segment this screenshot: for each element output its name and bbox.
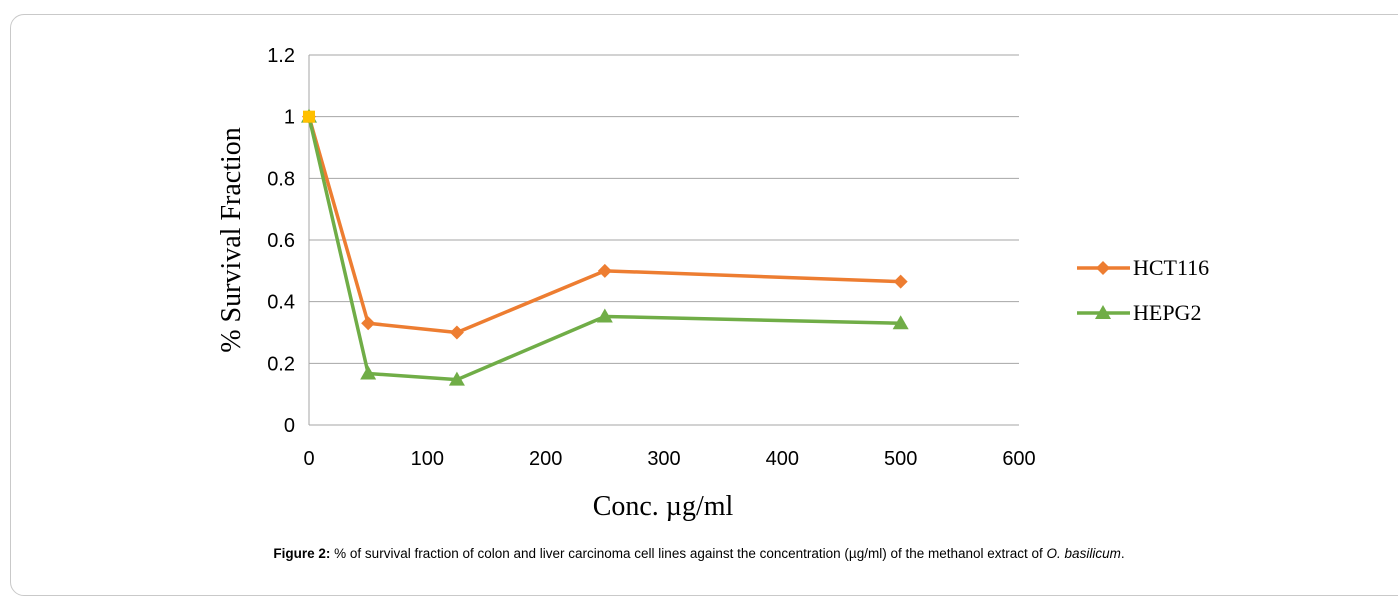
y-tick-label-5: 1 [284, 107, 295, 129]
x-tick-label-4: 400 [766, 448, 799, 470]
x-tick-label-1: 100 [411, 448, 444, 470]
legend: HCT116 HEPG2 [1077, 255, 1209, 325]
gridlines [309, 54, 1019, 426]
x-axis-title: Conc. µg/ml [593, 491, 734, 522]
x-tick-labels: 0 100 200 300 400 500 600 [303, 448, 1035, 470]
y-tick-label-2: 0.4 [267, 292, 295, 314]
data-point-hepg2-4 [892, 315, 909, 330]
data-point-hct116-1 [361, 316, 376, 331]
figure-frame [10, 14, 1398, 596]
caption-label: Figure 2: [273, 546, 331, 561]
line-chart: 0 0.2 0.4 0.6 0.8 1 1.2 0 100 200 300 400 500 600 HC… [216, 45, 1209, 522]
series-hepg2 [301, 108, 909, 386]
caption-end: . [1120, 546, 1125, 561]
x-tick-label-0: 0 [303, 448, 314, 470]
data-point-hct116-3 [597, 263, 612, 278]
legend-item-hepg2: HEPG2 [1077, 300, 1201, 325]
x-tick-label-3: 300 [647, 448, 680, 470]
y-tick-labels: 0 0.2 0.4 0.6 0.8 1 1.2 [267, 45, 295, 437]
x-tick-label-2: 200 [529, 448, 562, 470]
y-tick-label-3: 0.6 [267, 230, 295, 252]
caption-text: % of survival fraction of colon and live… [330, 546, 1047, 561]
legend-label-1: HEPG2 [1133, 300, 1201, 325]
data-point-hepg2-3 [596, 308, 613, 323]
legend-marker-0 [1096, 261, 1110, 275]
y-tick-label-1: 0.2 [267, 353, 295, 375]
data-series [301, 108, 909, 386]
y-tick-label-0: 0 [284, 415, 295, 437]
series-hct116 [302, 109, 908, 340]
legend-item-hct116: HCT116 [1077, 255, 1209, 280]
start-point-marker [303, 110, 315, 123]
data-point-hct116-2 [449, 325, 464, 340]
x-tick-label-6: 600 [1002, 448, 1035, 470]
data-point-hepg2-1 [360, 365, 377, 380]
x-tick-label-5: 500 [884, 448, 917, 470]
data-point-hct116-4 [893, 274, 908, 289]
y-tick-label-4: 0.8 [267, 168, 295, 190]
data-point-hepg2-2 [448, 371, 465, 386]
legend-marker-1 [1095, 305, 1111, 319]
y-tick-label-6: 1.2 [267, 45, 295, 67]
y-axis-title: % Survival Fraction [216, 127, 247, 353]
figure-caption: Figure 2: % of survival fraction of colo… [0, 546, 1398, 561]
legend-label-0: HCT116 [1133, 255, 1209, 280]
series-line-hct116 [307, 116, 901, 335]
caption-species: O. basilicum [1046, 546, 1121, 561]
series-line-hepg2 [307, 116, 901, 382]
